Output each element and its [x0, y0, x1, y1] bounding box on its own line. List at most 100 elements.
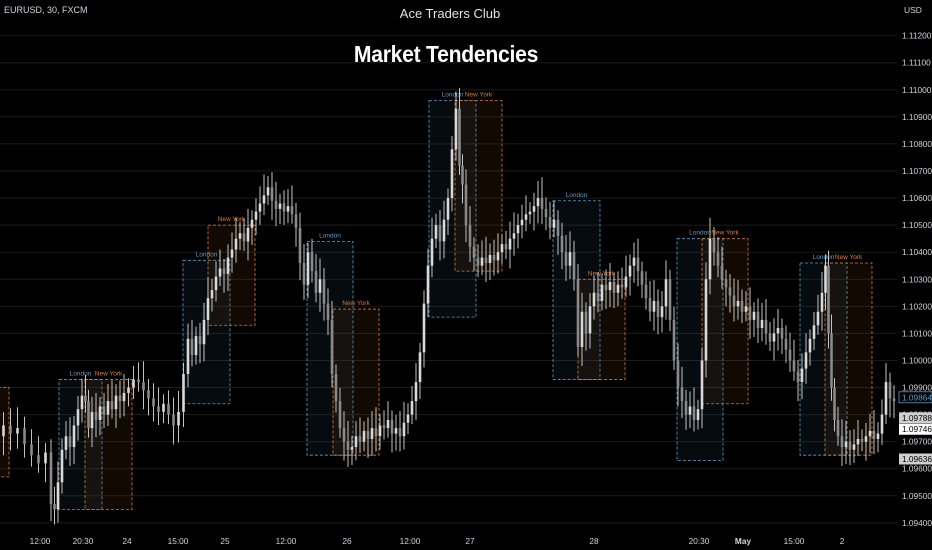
candle-body [214, 276, 218, 291]
candle-body [298, 227, 302, 264]
candle-body [516, 225, 520, 234]
candle-body [740, 300, 744, 312]
symbol-label[interactable]: EURUSD, 30, FXCM [4, 5, 88, 15]
candle-body [472, 246, 476, 258]
x-tick-label: 25 [220, 536, 230, 546]
y-tick-label: 1.10700 [902, 166, 932, 176]
candle-body [536, 198, 540, 207]
candle-body [500, 244, 504, 253]
candle-body [872, 430, 876, 439]
y-tick-label: 1.10600 [902, 193, 932, 203]
candle-body [736, 300, 740, 307]
candle-body [87, 401, 90, 429]
candle-body [142, 382, 145, 391]
session-label-london: London [689, 230, 711, 237]
candle-body [624, 276, 628, 288]
candle-body [234, 238, 238, 250]
candle-body [418, 352, 422, 383]
candle-body [772, 333, 776, 342]
candle-body [254, 211, 258, 220]
candle-body [90, 411, 94, 429]
session-label-london: London [319, 232, 341, 239]
y-tick-label: 1.10400 [902, 247, 932, 257]
candle-body [242, 233, 246, 242]
session-box-new-york [824, 262, 873, 456]
candle-body [532, 206, 536, 212]
candle-body [210, 290, 214, 299]
candle-body [122, 392, 126, 402]
candle-body [848, 441, 852, 450]
candle-body [692, 406, 696, 421]
session-box-london [428, 100, 477, 318]
candle-body [476, 257, 480, 266]
candle-body [374, 428, 378, 437]
candle-body [664, 279, 668, 307]
candle-body [672, 319, 676, 361]
candle-body [464, 184, 468, 226]
candle-body [274, 200, 278, 209]
candle-body [644, 284, 648, 299]
candle-body [302, 263, 306, 285]
y-tick-label: 1.09600 [902, 464, 932, 474]
candle-body [370, 428, 374, 439]
candle-body [512, 233, 516, 239]
x-tick-label: 15:00 [784, 536, 805, 546]
candle-body [177, 411, 180, 426]
candle-body [194, 336, 198, 356]
candle-body [53, 503, 56, 510]
price-marker-label: 1.09636 [902, 454, 932, 464]
candle-body [768, 333, 772, 342]
candle-body [632, 257, 636, 266]
x-tick-label: 28 [589, 536, 599, 546]
candle-body [76, 409, 80, 426]
candle-body [868, 430, 872, 437]
y-tick-label: 1.09900 [902, 383, 932, 393]
candle-body [402, 422, 406, 437]
candle-body [496, 252, 500, 261]
x-tick-label: 20:30 [73, 536, 94, 546]
session-label-new-york: New York [465, 92, 493, 99]
candle-body [132, 379, 135, 388]
candle-body [484, 257, 488, 264]
candle-body [680, 387, 684, 402]
candle-body [286, 206, 290, 212]
y-tick-label: 1.10300 [902, 274, 932, 284]
candle-body [458, 108, 461, 166]
y-tick-label: 1.10900 [902, 112, 932, 122]
candle-body [836, 420, 840, 437]
candle-body [390, 420, 394, 434]
candle-body [780, 327, 784, 339]
y-tick-label: 1.10000 [902, 355, 932, 365]
candle-body [346, 441, 350, 450]
candle-body [354, 436, 358, 448]
candle-body [330, 319, 334, 375]
price-marker [899, 423, 932, 435]
candle-body [172, 414, 175, 426]
price-marker [899, 453, 932, 465]
candle-body [290, 206, 294, 215]
x-tick-label: 26 [342, 536, 352, 546]
candle-body [864, 436, 868, 442]
candle-body [430, 238, 434, 266]
candle-body [708, 238, 712, 280]
candle-body [830, 333, 833, 388]
candle-body [712, 238, 716, 253]
x-tick-label: 20:30 [689, 536, 710, 546]
candle-body [628, 265, 632, 277]
candle-body [548, 217, 552, 228]
candle-body [98, 406, 102, 421]
candle-body [186, 338, 190, 375]
candle-body [824, 265, 827, 293]
candle-body [68, 436, 72, 448]
chart-title: Market Tendencies [353, 41, 539, 67]
currency-label[interactable]: USD [904, 5, 922, 15]
y-tick-label: 1.10100 [902, 328, 932, 338]
candle-body [60, 449, 64, 483]
candle-body [147, 390, 150, 399]
candle-body [16, 428, 19, 434]
candle-body [684, 401, 688, 415]
candle-body [49, 452, 53, 504]
session-label-new-york: New York [835, 254, 863, 261]
candle-body [816, 311, 820, 326]
